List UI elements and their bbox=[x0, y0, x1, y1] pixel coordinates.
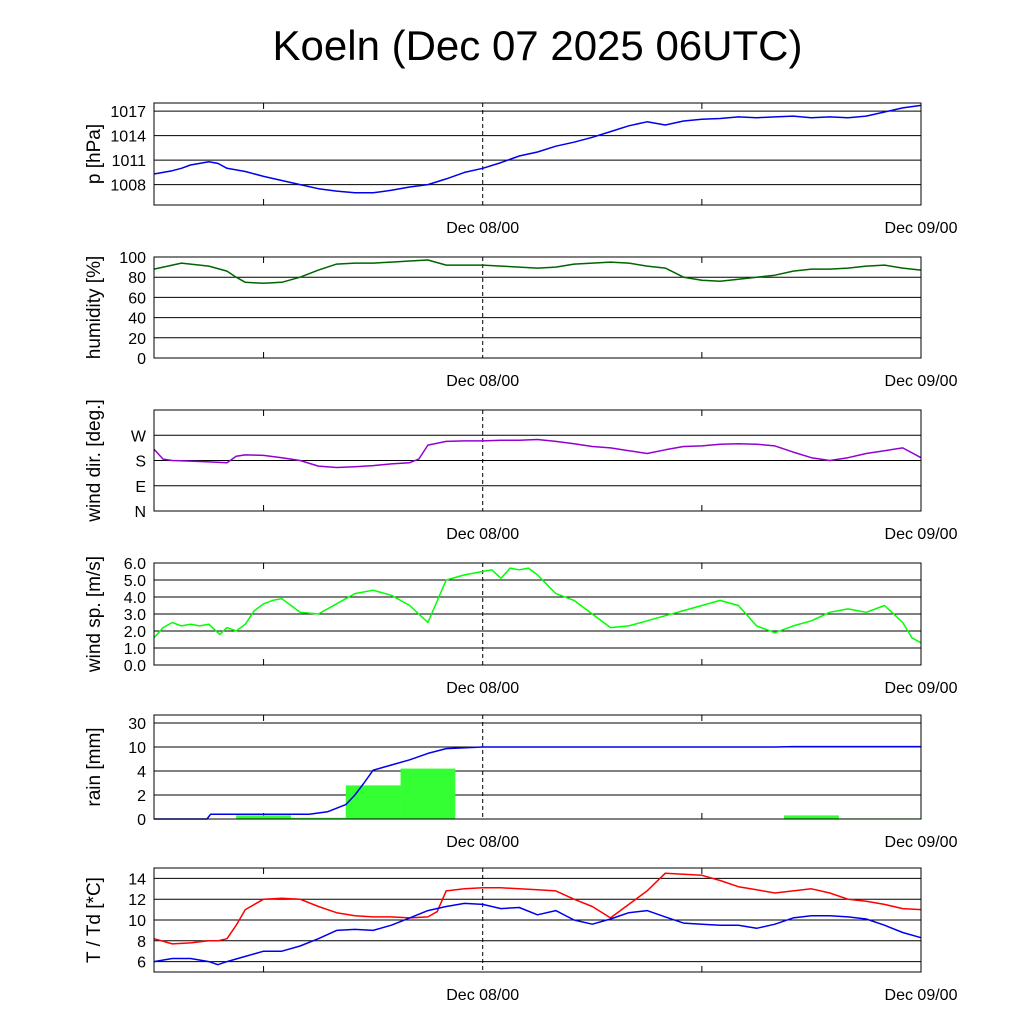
wind-speed-xtick-label: Dec 08/00 bbox=[446, 680, 519, 697]
humidity-ytick-label: 40 bbox=[128, 311, 146, 328]
temperature-xtick-label: Dec 09/00 bbox=[885, 987, 958, 1004]
wind-speed-ytick-label: 5.0 bbox=[124, 573, 146, 590]
temperature-series-T bbox=[153, 872, 922, 945]
wind-speed-frame bbox=[153, 562, 922, 666]
humidity-xtick-label: Dec 09/00 bbox=[885, 373, 958, 390]
pressure-ytick-label: 1011 bbox=[112, 153, 147, 170]
rain-xtick-label: Dec 09/00 bbox=[885, 834, 958, 851]
temperature-frame bbox=[153, 867, 922, 973]
wind-speed-ytick-label: 1.0 bbox=[124, 641, 146, 658]
rain-ytick-label: 2 bbox=[137, 788, 146, 805]
wind-dir-ytick-label: S bbox=[135, 454, 146, 471]
pressure-ylabel: p [hPa] bbox=[84, 124, 105, 184]
temperature-ytick-label: 6 bbox=[137, 955, 146, 972]
temperature-ytick-label: 10 bbox=[128, 913, 146, 930]
humidity-xtick-label: Dec 08/00 bbox=[446, 373, 519, 390]
wind-speed-ytick-label: 2.0 bbox=[124, 624, 146, 641]
temperature-ytick-label: 8 bbox=[137, 934, 146, 951]
rain-series-accumulated bbox=[154, 745, 921, 820]
chart-title: Koeln (Dec 07 2025 06UTC) bbox=[272, 22, 803, 69]
wind-dir-ylabel: wind dir. [deg.] bbox=[84, 399, 105, 523]
wind-dir-xtick-label: Dec 08/00 bbox=[446, 526, 519, 543]
temperature-ylabel: T / Td [*C] bbox=[84, 877, 105, 963]
rain-frame bbox=[153, 714, 922, 820]
temperature-xtick-label: Dec 08/00 bbox=[446, 987, 519, 1004]
wind-dir-ytick-label: N bbox=[134, 504, 146, 521]
wind-dir-frame bbox=[153, 409, 922, 512]
rain-ytick-label: 4 bbox=[137, 764, 146, 781]
humidity-ytick-label: 100 bbox=[119, 250, 146, 267]
humidity-ytick-label: 60 bbox=[128, 290, 146, 307]
wind-dir-xtick-label: Dec 09/00 bbox=[885, 526, 958, 543]
pressure-ytick-label: 1014 bbox=[110, 129, 146, 146]
pressure-ytick-label: 1017 bbox=[110, 104, 146, 121]
wind-speed-series-wind_speed bbox=[153, 567, 922, 644]
wind-dir-ytick-label: W bbox=[131, 428, 147, 445]
humidity-ytick-label: 0 bbox=[137, 351, 146, 368]
pressure-series-p bbox=[153, 104, 922, 194]
rain-bar bbox=[290, 817, 346, 819]
rain-ytick-label: 10 bbox=[128, 740, 146, 757]
wind-speed-ytick-label: 3.0 bbox=[124, 607, 146, 624]
rain-ylabel: rain [mm] bbox=[84, 727, 105, 806]
wind-speed-ytick-label: 0.0 bbox=[124, 658, 146, 675]
wind-speed-ylabel: wind sp. [m/s] bbox=[84, 556, 105, 673]
temperature-ytick-label: 14 bbox=[128, 871, 146, 888]
pressure-xtick-label: Dec 08/00 bbox=[446, 220, 519, 237]
temperature-ytick-label: 12 bbox=[128, 892, 146, 909]
humidity-ytick-label: 20 bbox=[128, 331, 146, 348]
humidity-ylabel: humidity [%] bbox=[84, 256, 105, 359]
humidity-frame bbox=[153, 256, 922, 359]
rain-xtick-label: Dec 08/00 bbox=[446, 834, 519, 851]
pressure-xtick-label: Dec 09/00 bbox=[885, 220, 958, 237]
wind-speed-ytick-label: 4.0 bbox=[124, 590, 146, 607]
pressure-ytick-label: 1008 bbox=[110, 178, 146, 195]
humidity-series-humidity bbox=[153, 259, 922, 285]
pressure-frame bbox=[153, 102, 922, 206]
temperature-series-Td bbox=[153, 902, 922, 966]
wind-dir-series-wind_dir bbox=[153, 438, 922, 469]
rain-ytick-label: 30 bbox=[128, 716, 146, 733]
humidity-ytick-label: 80 bbox=[128, 270, 146, 287]
rain-ytick-label: 0 bbox=[137, 812, 146, 829]
wind-speed-xtick-label: Dec 09/00 bbox=[885, 680, 958, 697]
wind-speed-ytick-label: 6.0 bbox=[124, 556, 146, 573]
rain-bar bbox=[784, 815, 839, 819]
rain-bar bbox=[400, 768, 456, 819]
wind-dir-ytick-label: E bbox=[135, 479, 146, 496]
rain-bar bbox=[236, 815, 291, 819]
rain-bar bbox=[345, 785, 401, 819]
